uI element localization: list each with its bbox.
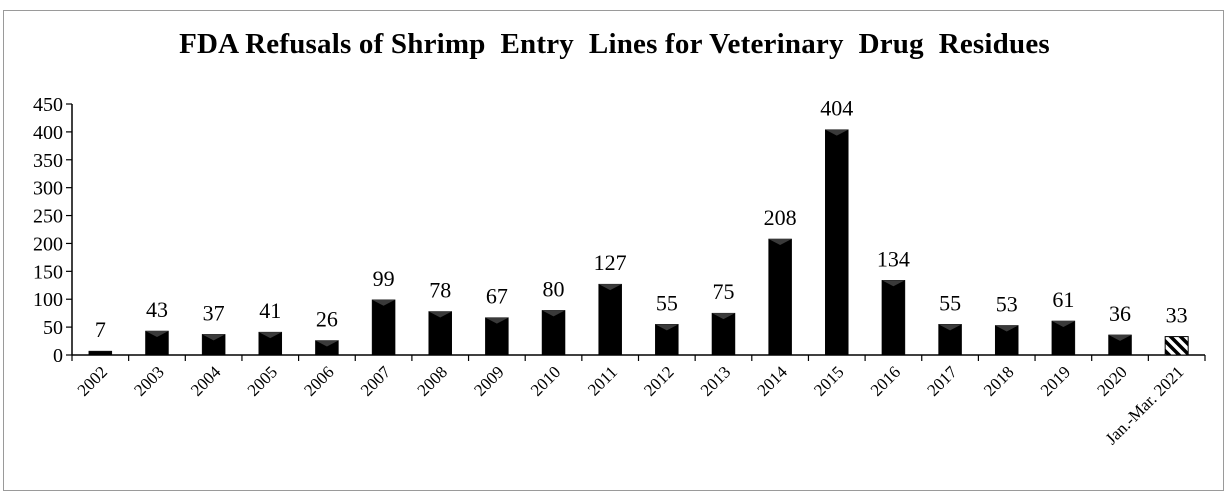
- y-tick-label: 250: [33, 206, 63, 228]
- category-label: 2013: [697, 362, 734, 399]
- data-label: 37: [203, 300, 225, 325]
- chart-title: FDA Refusals of Shrimp Entry Lines for V…: [179, 28, 1050, 60]
- bar-2015: [825, 129, 849, 356]
- bar-bevel: [315, 340, 339, 347]
- bar-bevel: [1051, 320, 1075, 327]
- data-label: 61: [1052, 287, 1074, 312]
- bar-bevel: [825, 129, 849, 136]
- data-label: 7: [95, 317, 106, 342]
- data-label: 99: [373, 266, 395, 291]
- bar-bevel: [881, 280, 905, 287]
- bar-2008: [428, 311, 452, 356]
- bar-2014: [768, 238, 792, 356]
- data-label: 80: [543, 276, 565, 301]
- category-label: 2011: [584, 362, 621, 399]
- y-tick-label: 350: [33, 150, 63, 172]
- bar-bevel: [598, 284, 622, 291]
- bar-bevel: [202, 334, 226, 341]
- category-label: 2009: [470, 362, 507, 399]
- category-label: 2012: [640, 362, 677, 399]
- bar-2007: [371, 299, 396, 356]
- bar-bevel: [542, 310, 566, 317]
- data-label: 75: [712, 279, 734, 304]
- y-tick-label: 300: [33, 178, 63, 200]
- bar-bevel: [485, 317, 509, 324]
- category-label: 2018: [980, 362, 1017, 399]
- data-label: 127: [594, 250, 627, 275]
- category-label: 2008: [414, 362, 451, 399]
- y-tick-label: 50: [43, 317, 63, 339]
- bar-bevel: [1108, 334, 1132, 341]
- bar-bevel: [995, 325, 1019, 332]
- data-label: 78: [429, 277, 451, 302]
- category-label: 2006: [300, 362, 337, 399]
- bar-jan-mar-2021: [1164, 336, 1189, 356]
- category-label: 2016: [867, 362, 904, 399]
- data-label: 134: [877, 246, 910, 271]
- bar-bevel: [258, 332, 282, 339]
- chart-frame: [3, 10, 1224, 491]
- y-tick-label: 100: [33, 289, 63, 311]
- data-label: 208: [764, 205, 797, 230]
- bar-bevel: [372, 299, 396, 306]
- bar-2013: [711, 312, 736, 356]
- data-label: 404: [820, 96, 853, 121]
- data-label: 36: [1109, 301, 1131, 326]
- category-label: 2005: [244, 362, 281, 399]
- data-label: 55: [939, 290, 961, 315]
- category-label: 2019: [1037, 362, 1074, 399]
- category-label: 2004: [187, 362, 225, 400]
- category-label: 2017: [923, 362, 961, 400]
- y-tick-label: 0: [53, 345, 63, 367]
- data-label: 67: [486, 284, 508, 309]
- bar-bevel: [938, 324, 962, 331]
- y-tick-label: 150: [33, 261, 63, 283]
- bar-bevel: [711, 313, 735, 320]
- bar-2010: [541, 310, 566, 356]
- data-label: 26: [316, 306, 338, 331]
- category-label: 2014: [753, 362, 791, 400]
- category-label: 2002: [74, 362, 111, 399]
- bar-2011: [598, 283, 622, 356]
- data-label: 43: [146, 297, 168, 322]
- category-label: 2003: [130, 362, 167, 399]
- bar-bevel: [655, 324, 679, 331]
- category-label: 2015: [810, 362, 847, 399]
- bar-2016: [881, 280, 906, 356]
- y-tick-label: 450: [33, 94, 63, 116]
- y-tick-label: 200: [33, 233, 63, 255]
- category-label: 2020: [1093, 362, 1130, 399]
- bar-bevel: [428, 311, 452, 318]
- data-label: 55: [656, 290, 678, 315]
- bar-bevel: [768, 238, 792, 245]
- category-label: 2007: [357, 362, 395, 400]
- data-label: 41: [259, 298, 281, 323]
- bar-2002: [88, 350, 113, 356]
- bar-bevel: [145, 331, 169, 338]
- y-tick-label: 400: [33, 122, 63, 144]
- data-label: 33: [1166, 303, 1188, 328]
- category-label: 2010: [527, 362, 564, 399]
- data-label: 53: [996, 291, 1018, 316]
